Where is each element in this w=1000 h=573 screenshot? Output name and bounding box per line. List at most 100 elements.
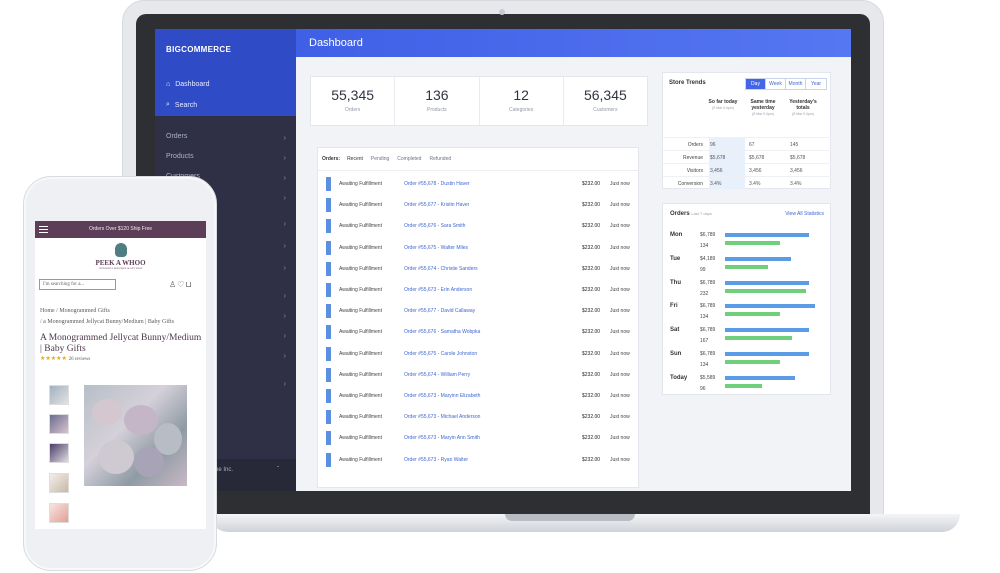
- account-icon[interactable]: ♙: [169, 280, 178, 289]
- bunny-shape: [98, 440, 134, 474]
- order-link[interactable]: Order #55,678 - Dustin Haver: [404, 181, 470, 187]
- sidebar-item-hidden-3[interactable]: ›: [166, 241, 286, 250]
- sidebar-item-orders[interactable]: Orders ›: [166, 133, 286, 142]
- trend-row: Revenue $5,678 $5,678 $5,678: [663, 150, 832, 163]
- sidebar-item-hidden-1[interactable]: ›: [166, 193, 286, 202]
- order-row[interactable]: Awaiting Fulfillment Order #55,677 - Kris…: [326, 198, 631, 213]
- sidebar-item-hidden-4[interactable]: ›: [166, 263, 286, 272]
- tab-completed[interactable]: Completed: [397, 156, 422, 162]
- tab-refunded[interactable]: Refunded: [429, 156, 452, 162]
- wishlist-icon[interactable]: ♡: [177, 280, 186, 289]
- trend-value-today: 96: [709, 138, 745, 150]
- order-amount: $232.00: [582, 287, 601, 293]
- product-thumbnail[interactable]: [49, 473, 69, 493]
- trend-value-today: $5,678: [709, 151, 745, 163]
- order-link[interactable]: Order #55,677 - David Callaway: [404, 308, 476, 315]
- period-year-button[interactable]: Year: [806, 79, 826, 89]
- order-row[interactable]: Awaiting Fulfillment Order #55,673 - Mich…: [326, 410, 631, 425]
- view-all-statistics-link[interactable]: View All Statistics: [785, 211, 824, 217]
- sidebar-item-search[interactable]: ⌕ Search: [166, 101, 197, 109]
- order-link[interactable]: Order #55,674 - William Perry: [404, 371, 471, 378]
- order-link[interactable]: Order #55,673 - Erin Anderson: [404, 287, 473, 293]
- order-link[interactable]: Order #55,676 - Samatha Wobpka: [404, 329, 481, 336]
- status-bar: [326, 261, 331, 276]
- order-row[interactable]: Awaiting Fulfillment Order #55,673 - Ryan…: [326, 452, 631, 467]
- sidebar-item-label: Dashboard: [175, 81, 210, 88]
- order-row[interactable]: Awaiting Fulfillment Order #55,678 - Dust…: [326, 177, 631, 191]
- day-label: Tue: [670, 255, 681, 262]
- order-link[interactable]: Order #55,676 - Sara Smith: [404, 223, 466, 230]
- stat-customers[interactable]: 56,345 Customers: [564, 77, 647, 125]
- day-label: Sat: [670, 327, 680, 334]
- day-revenue: $6,789: [700, 232, 716, 238]
- sidebar-item-hidden-7[interactable]: ›: [166, 331, 286, 340]
- status-bar: [326, 325, 331, 340]
- store-logo[interactable]: PEEK A WHOO CHILDREN'S BOUTIQUE & GIFT S…: [93, 243, 148, 270]
- order-time: Just now: [610, 308, 630, 315]
- stat-products[interactable]: 136 Products: [395, 77, 480, 125]
- order-status: Awaiting Fulfillment: [339, 350, 382, 357]
- order-row[interactable]: Awaiting Fulfillment Order #55,677 - Davi…: [326, 304, 631, 319]
- stat-label: Categories: [509, 107, 534, 113]
- order-row[interactable]: Awaiting Fulfillment Order #55,673 - Erin…: [326, 283, 631, 297]
- column-header-label: Same time yesterday: [750, 99, 776, 111]
- order-link[interactable]: Order #55,675 - Walter Miles: [404, 244, 469, 251]
- tab-recent[interactable]: Recent: [347, 156, 363, 162]
- order-row[interactable]: Awaiting Fulfillment Order #55,676 - Sara…: [326, 219, 631, 234]
- product-thumbnail[interactable]: [49, 503, 69, 523]
- order-amount: $232.00: [582, 308, 601, 315]
- order-link[interactable]: Order #55,673 - Maryinn Elizabeth: [404, 393, 481, 399]
- sidebar-item-hidden-2[interactable]: ›: [166, 219, 286, 228]
- breadcrumb-line-1[interactable]: Home / Monogrammed Gifts: [40, 308, 110, 314]
- order-row[interactable]: Awaiting Fulfillment Order #55,674 - Chri…: [326, 261, 631, 276]
- order-time: Just now: [610, 350, 630, 357]
- chevron-right-icon: ›: [283, 331, 286, 340]
- period-month-button[interactable]: Month: [786, 79, 806, 89]
- order-link[interactable]: Order #55,675 - Carole Johnston: [404, 350, 478, 357]
- order-amount: $232.00: [582, 371, 601, 378]
- order-status: Awaiting Fulfillment: [339, 329, 382, 336]
- tab-pending[interactable]: Pending: [370, 156, 390, 162]
- store-tagline: CHILDREN'S BOUTIQUE & GIFT SHOP: [98, 267, 143, 270]
- order-link[interactable]: Order #55,673 - Maryin Ann Smith: [404, 435, 480, 442]
- order-row[interactable]: Awaiting Fulfillment Order #55,673 - Mary…: [326, 389, 631, 403]
- stat-label: Orders: [344, 107, 361, 113]
- sidebar-item-dashboard[interactable]: ⌂ Dashboard: [166, 81, 209, 88]
- sidebar-item-products[interactable]: Products ›: [166, 153, 286, 162]
- page-title: Dashboard: [309, 37, 363, 49]
- order-row[interactable]: Awaiting Fulfillment Order #55,675 - Walt…: [326, 240, 631, 255]
- day-label: Mon: [670, 232, 683, 238]
- sidebar-item-hidden-8[interactable]: ›: [166, 351, 286, 360]
- trend-row: Conversion 3.4% 3.4% 3.4%: [663, 176, 832, 189]
- sidebar-item-hidden-5[interactable]: ›: [166, 291, 286, 300]
- order-row[interactable]: Awaiting Fulfillment Order #55,675 - Caro…: [326, 346, 631, 361]
- product-thumbnail[interactable]: [49, 443, 69, 463]
- order-time: Just now: [610, 202, 630, 209]
- sidebar-item-hidden-9[interactable]: ›: [166, 379, 286, 388]
- product-rating[interactable]: ★★★★★ 26 reviews: [40, 355, 90, 362]
- day-orders: 167: [700, 338, 709, 345]
- stat-orders[interactable]: 55,345 Orders: [311, 77, 396, 125]
- order-time: Just now: [610, 371, 630, 378]
- order-link[interactable]: Order #55,674 - Christie Sanders: [404, 265, 478, 272]
- store-search-input[interactable]: I'm searching for a...: [39, 279, 116, 290]
- stat-categories[interactable]: 12 Categories: [480, 77, 564, 125]
- sidebar-item-hidden-6[interactable]: ›: [166, 311, 286, 320]
- order-link[interactable]: Order #55,677 - Kristin Haver: [404, 202, 470, 209]
- product-thumbnail[interactable]: [49, 385, 69, 405]
- chevron-right-icon: ›: [283, 153, 286, 162]
- period-day-button[interactable]: Day: [746, 79, 766, 89]
- hamburger-menu-icon[interactable]: [39, 226, 48, 233]
- order-time: Just now: [610, 414, 630, 421]
- order-row[interactable]: Awaiting Fulfillment Order #55,674 - Will…: [326, 367, 631, 382]
- order-link[interactable]: Order #55,673 - Michael Anderson: [404, 414, 481, 421]
- product-thumbnail[interactable]: [49, 414, 69, 434]
- breadcrumb-line-2[interactable]: / a Monogrammed Jellycat Bunny/Medium | …: [40, 319, 175, 325]
- trend-value-yesterday-total: 3.4%: [790, 181, 802, 187]
- product-main-image[interactable]: [84, 385, 187, 486]
- period-week-button[interactable]: Week: [766, 79, 786, 89]
- order-link[interactable]: Order #55,673 - Ryan Walter: [404, 456, 469, 463]
- order-row[interactable]: Awaiting Fulfillment Order #55,673 - Mary…: [326, 431, 631, 446]
- order-row[interactable]: Awaiting Fulfillment Order #55,676 - Sama…: [326, 325, 631, 340]
- cart-icon[interactable]: ⊔: [185, 280, 193, 289]
